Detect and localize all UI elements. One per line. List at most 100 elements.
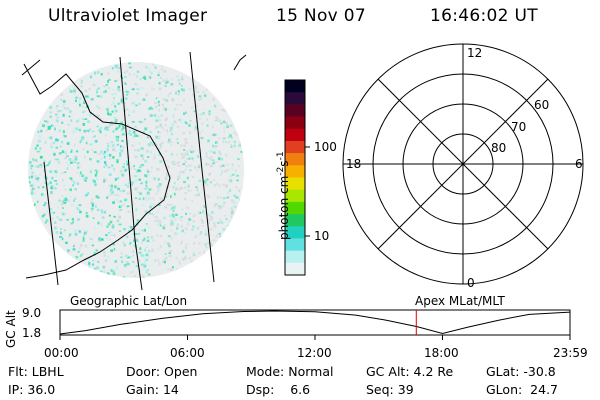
uv-pixel (131, 102, 135, 105)
uv-pixel (145, 214, 149, 216)
uv-pixel (173, 120, 176, 123)
uv-pixel (216, 221, 220, 224)
uv-pixel (95, 105, 99, 108)
uv-pixel (158, 219, 161, 222)
uv-pixel (142, 76, 145, 79)
uv-pixel (193, 149, 196, 152)
uv-pixel (138, 142, 141, 145)
uv-pixel (186, 243, 189, 245)
uv-pixel (122, 189, 125, 193)
uv-pixel (175, 257, 178, 260)
uv-pixel (142, 157, 144, 160)
uv-pixel (205, 183, 209, 186)
uv-pixel (31, 171, 34, 174)
uv-pixel (205, 233, 208, 236)
uv-pixel (127, 140, 130, 143)
uv-pixel (212, 222, 215, 225)
uv-pixel (114, 80, 117, 82)
uv-pixel (161, 260, 165, 263)
uv-pixel (149, 130, 152, 134)
uv-pixel (186, 150, 189, 153)
uv-pixel (123, 265, 126, 268)
uv-pixel (151, 166, 153, 169)
uv-pixel (173, 182, 176, 185)
uv-pixel (116, 161, 119, 164)
uv-pixel (106, 153, 109, 157)
uv-pixel (89, 75, 92, 79)
uv-pixel (147, 156, 150, 158)
uv-pixel (178, 90, 180, 94)
uv-pixel (57, 206, 59, 209)
uv-pixel (201, 211, 204, 214)
uv-pixel (99, 117, 102, 121)
uv-pixel (72, 133, 75, 135)
uv-pixel (126, 160, 128, 164)
uv-pixel (146, 169, 149, 172)
uv-pixel (209, 228, 213, 231)
uv-pixel (46, 164, 49, 166)
uv-pixel (219, 153, 222, 156)
uv-pixel (104, 127, 108, 130)
uv-pixel (112, 89, 115, 91)
uv-pixel (226, 163, 229, 166)
uv-pixel (183, 144, 186, 147)
uv-pixel (156, 168, 160, 171)
uv-pixel (122, 126, 125, 129)
uv-pixel (169, 224, 173, 227)
uv-pixel (233, 194, 236, 197)
uv-pixel (133, 244, 137, 247)
uv-pixel (92, 217, 95, 219)
uv-pixel (133, 164, 135, 168)
uv-pixel (231, 209, 234, 212)
uv-pixel (198, 95, 202, 98)
uv-pixel (87, 120, 90, 123)
uv-pixel (121, 260, 123, 263)
uv-pixel (84, 118, 88, 120)
uv-pixel (170, 78, 173, 81)
uv-pixel (129, 66, 132, 69)
uv-pixel (102, 152, 106, 155)
uv-pixel (215, 116, 219, 119)
uv-pixel (221, 222, 224, 224)
uv-pixel (79, 140, 82, 144)
uv-pixel (121, 149, 124, 153)
uv-pixel (82, 122, 85, 126)
uv-pixel (133, 239, 136, 243)
uv-pixel (155, 126, 157, 130)
uv-pixel (112, 224, 115, 227)
uv-pixel (235, 186, 238, 189)
uv-pixel (61, 195, 64, 198)
colorbar-band (285, 250, 305, 264)
uv-pixel (54, 226, 57, 230)
uv-pixel (213, 223, 216, 226)
uv-pixel (159, 245, 162, 248)
uv-pixel (93, 267, 97, 270)
uv-pixel (135, 265, 139, 267)
uv-pixel (194, 126, 198, 129)
uv-pixel (198, 164, 201, 167)
uv-pixel (182, 131, 186, 135)
uv-pixel (154, 66, 157, 69)
uv-pixel (225, 141, 227, 144)
uv-pixel (149, 106, 153, 109)
uv-pixel (85, 176, 88, 180)
uv-pixel (61, 237, 64, 241)
uv-pixel (108, 173, 112, 176)
uv-pixel (49, 115, 52, 118)
uv-pixel (139, 270, 141, 272)
uv-pixel (40, 129, 43, 133)
uv-pixel (185, 206, 189, 210)
polar-label-70: 70 (511, 120, 527, 134)
uv-pixel (109, 221, 111, 224)
uv-pixel (95, 249, 98, 252)
uv-pixel (211, 159, 215, 161)
uv-pixel (35, 160, 38, 163)
uv-pixel (138, 169, 142, 173)
uv-pixel (170, 229, 173, 232)
uv-pixel (159, 119, 161, 122)
coastline (23, 63, 171, 279)
uv-pixel (119, 169, 123, 173)
uv-pixel (169, 215, 171, 217)
